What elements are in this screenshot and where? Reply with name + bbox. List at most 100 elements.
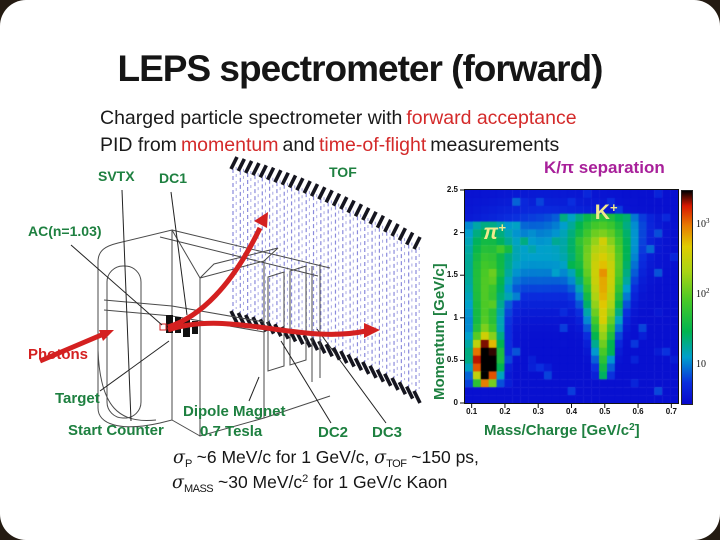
x-tick-label: 0.4	[565, 407, 578, 416]
colorbar-label: 10	[696, 357, 706, 370]
page-title: LEPS spectrometer (forward)	[117, 48, 604, 89]
resolution-line-1: σP ~6 MeV/c for 1 GeV/c, σTOF ~150 ps,	[173, 447, 479, 470]
tof-slat-bottom-cap	[375, 368, 386, 383]
photon-beam-arrow	[39, 330, 107, 364]
y-tick-label: 1	[453, 312, 458, 322]
subtitle-line-1: Charged particle spectrometer with forwar…	[100, 105, 581, 132]
label-svtx: SVTX	[98, 168, 135, 184]
tof-slat-top-cap	[251, 162, 261, 176]
colorbar-label-exp: 3	[706, 217, 710, 225]
subtitle-text: PID from	[100, 134, 177, 156]
y-tick-label: 2.5	[446, 185, 458, 194]
tof-slat-top-cap	[324, 189, 334, 204]
upper-arrowhead-icon	[254, 212, 268, 228]
x-axis-label: Mass/Charge [GeV/c2]	[484, 422, 640, 439]
tof-slat-bottom-cap	[346, 353, 356, 368]
tof-slat-top-cap	[412, 236, 422, 250]
y-tick-label: 0	[453, 398, 458, 407]
tof-slat-top-cap	[361, 207, 371, 221]
label-dc3: DC3	[372, 424, 403, 441]
tof-slat-bottom-cap	[309, 337, 320, 351]
tof-slat-top-cap	[331, 192, 342, 207]
upper-track-arrow	[167, 226, 263, 330]
colorbar-label-exp: 2	[706, 287, 710, 295]
sigma-subscript: P	[184, 458, 192, 470]
tof-wall-drawing	[229, 156, 422, 404]
label-dipole-field: 0.7 Tesla	[200, 423, 263, 440]
forward-track-arrow	[167, 320, 367, 337]
tof-slat-bottom-cap	[302, 334, 312, 348]
label-start-counter: Start Counter	[68, 422, 164, 439]
colorbar-label-base: 10	[696, 359, 706, 370]
tof-slat-top-cap	[273, 169, 283, 183]
y-tick-label: 1.5	[446, 270, 458, 280]
annotation-sup: +	[498, 220, 506, 236]
tof-slat-top-cap	[375, 214, 386, 229]
tof-slat-top-cap	[280, 171, 290, 186]
subtitle-text: measurements	[430, 134, 560, 156]
tof-slat-bottom-cap	[368, 364, 378, 379]
annotation-sup: +	[609, 199, 618, 215]
tof-slat-top-cap	[390, 223, 400, 237]
tof-slat-top-cap	[383, 218, 393, 233]
colorbar-label: 102	[696, 287, 710, 300]
sigma-symbol: σ	[173, 448, 185, 468]
tof-slat-top-cap	[309, 183, 320, 197]
resolution-text: ~6 MeV/c for 1 GeV/c,	[191, 447, 375, 467]
x-axis-label-sup: 2	[629, 422, 635, 433]
tof-slat-top-cap	[339, 196, 349, 210]
colorbar-label-base: 10	[696, 219, 706, 230]
colorbar-label: 103	[696, 217, 710, 230]
tof-slat-bottom-cap	[383, 372, 393, 387]
particle-trajectory-arrows	[39, 212, 380, 364]
chart-title: K/π separation	[544, 158, 665, 177]
label-dc1: DC1	[159, 170, 188, 186]
resolution-text: ~150 ps,	[406, 447, 479, 467]
subtitle-text: Charged particle spectrometer with	[100, 107, 403, 129]
tof-slat-bottom-cap	[324, 343, 334, 358]
kpi-separation-heatmap	[464, 189, 679, 404]
sigma-symbol: σ	[374, 448, 387, 468]
tof-slat-top-cap	[258, 164, 268, 179]
x-tick-label: 0.5	[599, 407, 611, 416]
colorbar-label-base: 10	[696, 289, 706, 300]
tof-slat-top-cap	[302, 180, 312, 194]
subtitle-highlight-momentum: momentum	[180, 134, 279, 156]
label-tof: TOF	[329, 164, 357, 180]
annotation-text: K	[594, 200, 610, 224]
tof-slat-bottom-cap	[353, 357, 364, 372]
label-aerogel-counter: AC(n=1.03)	[28, 223, 102, 239]
x-tick-label: 0.2	[499, 407, 511, 416]
tof-slat-top-cap	[287, 174, 298, 189]
label-dipole-magnet: Dipole Magnet	[183, 403, 286, 420]
tof-slat-bottom-cap	[412, 390, 422, 404]
y-tick-label: 2	[453, 227, 458, 237]
tof-slat-top-cap	[346, 199, 356, 214]
y-axis-label: Momentum [GeV/c]	[431, 263, 448, 400]
y-tick-label: 0.5	[446, 355, 458, 365]
x-axis-label-text: Mass/Charge [GeV/c	[484, 422, 630, 439]
subtitle-highlight-tof: time-of-flight	[319, 134, 427, 156]
tof-slat-bottom-cap	[361, 361, 371, 375]
tof-slat-top-cap	[405, 231, 415, 246]
tof-slat-top-cap	[265, 166, 276, 181]
label-leader-lines	[70, 189, 387, 424]
subtitle-highlight-forward-acceptance: forward acceptance	[406, 107, 577, 129]
resolution-line-2: σMASS ~30 MeV/c2 for 1 GeV/c Kaon	[172, 472, 447, 495]
tof-slat-bottom-cap	[405, 385, 415, 400]
tof-slat-bottom-cap	[339, 350, 349, 364]
sigma-subscript: TOF	[386, 458, 407, 470]
x-tick-label: 0.1	[466, 407, 478, 416]
tof-slat-bottom-cap	[390, 377, 400, 391]
annotation-k-plus: K+	[595, 200, 618, 225]
subtitle-text: and	[282, 134, 316, 156]
label-photons: Photons	[28, 346, 88, 363]
subtitle: Charged particle spectrometer with forwar…	[100, 105, 581, 159]
label-target: Target	[55, 390, 100, 407]
subtitle-line-2: PID from momentum and time-of-flight measure…	[100, 132, 581, 159]
tof-slat-top-cap	[244, 160, 254, 174]
colorbar	[681, 190, 693, 405]
sigma-symbol: σ	[172, 473, 184, 493]
